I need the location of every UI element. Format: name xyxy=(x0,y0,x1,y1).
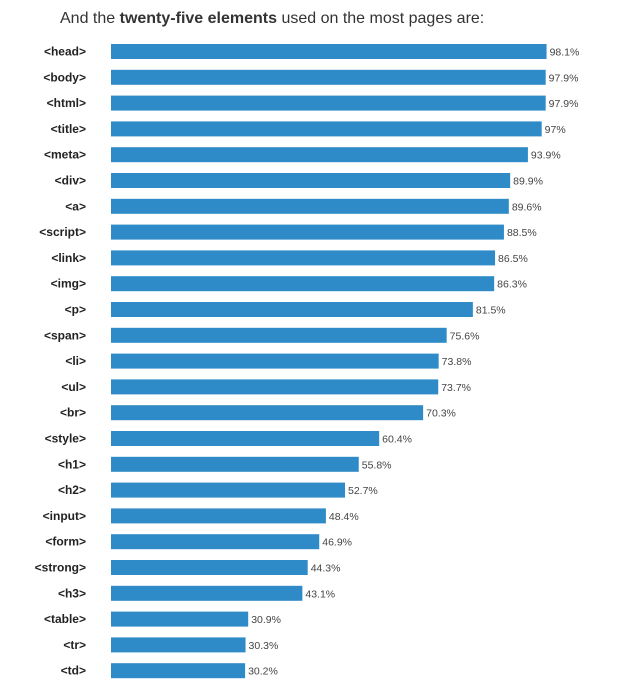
category-label: <img> xyxy=(51,277,86,291)
category-label: <strong> xyxy=(35,561,86,575)
category-label: <p> xyxy=(65,303,86,317)
value-label: 30.3% xyxy=(249,640,279,652)
category-label: <style> xyxy=(45,432,86,446)
value-label: 43.1% xyxy=(305,588,335,600)
value-label: 48.4% xyxy=(329,511,359,523)
bar xyxy=(111,534,320,550)
bar xyxy=(111,560,308,575)
value-label: 73.8% xyxy=(442,356,472,368)
value-label: 88.5% xyxy=(507,227,537,239)
value-label: 70.3% xyxy=(426,408,456,420)
bar xyxy=(111,95,546,111)
category-label: <ul> xyxy=(61,380,86,394)
category-label: <h2> xyxy=(58,483,86,497)
heading-suffix: used on the most pages are: xyxy=(277,10,485,27)
value-label: 89.6% xyxy=(512,201,542,213)
bar xyxy=(111,224,504,240)
value-label: 46.9% xyxy=(322,537,352,549)
category-label: <html> xyxy=(47,96,86,110)
category-label: <script> xyxy=(39,225,86,239)
bar xyxy=(111,353,439,369)
bar xyxy=(111,327,447,343)
bar xyxy=(111,173,511,188)
bar xyxy=(111,276,495,292)
value-label: 52.7% xyxy=(348,485,378,497)
value-label: 75.6% xyxy=(450,330,480,342)
value-label: 97.9% xyxy=(549,98,579,110)
bar xyxy=(111,121,542,137)
category-label: <a> xyxy=(65,199,86,213)
value-label: 97.9% xyxy=(549,72,579,84)
category-label: <input> xyxy=(43,509,86,523)
bar xyxy=(111,69,546,85)
category-label: <span> xyxy=(44,328,86,342)
value-label: 60.4% xyxy=(382,434,412,446)
value-label: 30.2% xyxy=(248,666,278,678)
category-label: <br> xyxy=(60,406,86,420)
value-label: 73.7% xyxy=(441,382,471,394)
category-label: <form> xyxy=(45,535,86,549)
category-label: <tr> xyxy=(63,638,86,652)
category-label: <div> xyxy=(55,174,86,188)
heading-bold: twenty-five elements xyxy=(119,10,277,27)
value-label: 86.3% xyxy=(497,279,527,291)
category-label: <link> xyxy=(51,251,86,265)
bar xyxy=(111,611,249,627)
value-label: 86.5% xyxy=(498,253,528,265)
value-label: 98.1% xyxy=(550,47,580,59)
bar xyxy=(111,198,509,214)
category-label: <td> xyxy=(61,664,86,678)
value-label: 30.9% xyxy=(251,614,281,626)
bar xyxy=(111,147,528,163)
bar xyxy=(111,585,303,601)
bar xyxy=(111,637,246,653)
bar xyxy=(111,663,246,679)
category-label: <meta> xyxy=(44,148,86,162)
bar xyxy=(111,482,345,498)
bar xyxy=(111,379,439,395)
value-label: 89.9% xyxy=(513,176,543,188)
category-label: <h3> xyxy=(58,586,86,600)
value-label: 97% xyxy=(545,124,566,136)
category-label: <head> xyxy=(44,45,86,59)
bar xyxy=(111,44,547,59)
category-label: <h1> xyxy=(58,457,86,471)
heading-prefix: And the xyxy=(60,10,120,27)
bar xyxy=(111,302,473,317)
bar xyxy=(111,431,380,446)
chart-heading: And the twenty-five elements used on the… xyxy=(60,10,484,28)
value-label: 81.5% xyxy=(476,305,506,317)
bar xyxy=(111,250,496,266)
category-label: <title> xyxy=(51,122,86,136)
value-label: 44.3% xyxy=(311,563,341,575)
category-label: <li> xyxy=(65,354,86,368)
bar xyxy=(111,456,359,472)
value-label: 93.9% xyxy=(531,150,561,162)
category-label: <table> xyxy=(44,612,86,626)
value-label: 55.8% xyxy=(362,459,392,471)
category-label: <body> xyxy=(43,70,86,84)
bar xyxy=(111,405,424,421)
bar xyxy=(111,508,326,524)
